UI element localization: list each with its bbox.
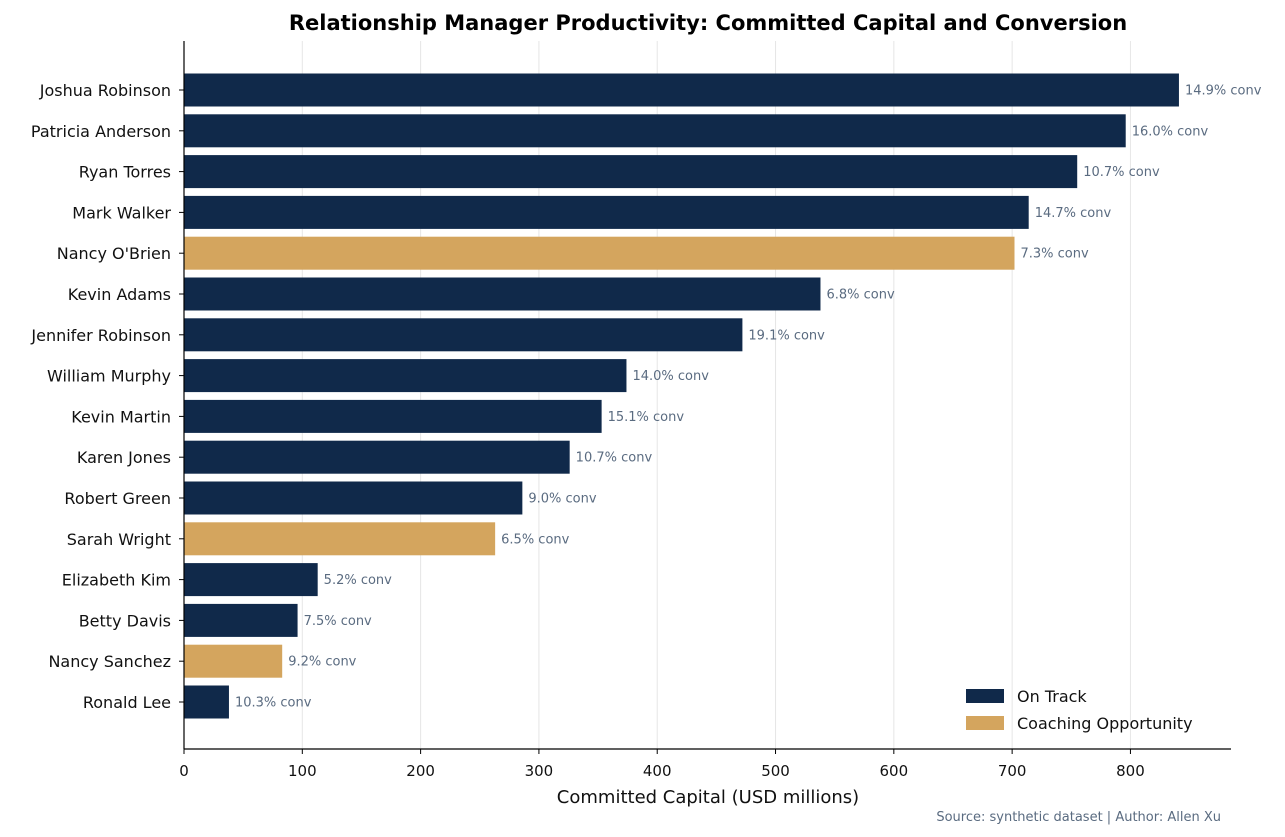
x-tick-label: 400	[643, 762, 672, 780]
category-label: Karen Jones	[77, 448, 171, 467]
bar-data-label: 9.0% conv	[528, 492, 596, 507]
category-label: William Murphy	[47, 367, 171, 386]
category-label: Joshua Robinson	[39, 81, 171, 100]
bar-sarah-wright	[184, 522, 496, 556]
bars	[184, 73, 1179, 719]
bar-data-label: 6.8% conv	[826, 288, 894, 303]
category-label: Elizabeth Kim	[62, 571, 171, 590]
x-tick-label: 200	[406, 762, 435, 780]
bar-data-label: 15.1% conv	[608, 410, 685, 425]
legend-label: Coaching Opportunity	[1017, 714, 1193, 733]
bar-data-label: 14.0% conv	[632, 369, 709, 384]
bar-jennifer-robinson	[184, 318, 743, 352]
bar-data-label: 7.3% conv	[1021, 247, 1089, 262]
source-note: Source: synthetic dataset | Author: Alle…	[936, 810, 1221, 825]
category-label: Sarah Wright	[67, 530, 171, 549]
axes	[183, 41, 1231, 750]
category-label: Nancy O'Brien	[57, 244, 171, 263]
bar-data-label: 6.5% conv	[501, 532, 569, 547]
bar-joshua-robinson	[184, 73, 1179, 107]
bar-kevin-adams	[184, 277, 821, 311]
bar-data-label: 10.7% conv	[576, 451, 653, 466]
x-tick-label: 500	[761, 762, 790, 780]
category-label: Kevin Adams	[68, 285, 171, 304]
x-axis-title: Committed Capital (USD millions)	[557, 787, 859, 808]
category-labels: Joshua Robinson Patricia Anderson Ryan Tor…	[30, 81, 184, 712]
bar-william-murphy	[184, 359, 627, 393]
data-labels: 14.9% conv 16.0% conv 10.7% conv 14.7% conv…	[235, 84, 1262, 711]
bar-nancy-sanchez	[184, 644, 283, 678]
category-label: Robert Green	[64, 489, 171, 508]
bar-ronald-lee	[184, 685, 229, 719]
bar-mark-walker	[184, 195, 1029, 229]
category-label: Betty Davis	[79, 611, 171, 630]
legend-swatch	[966, 689, 1004, 703]
bar-elizabeth-kim	[184, 563, 318, 597]
x-tick-label: 100	[288, 762, 317, 780]
legend: On Track Coaching Opportunity	[966, 687, 1193, 733]
category-label: Jennifer Robinson	[30, 326, 171, 345]
bar-data-label: 16.0% conv	[1132, 124, 1209, 139]
x-tick-label: 700	[998, 762, 1027, 780]
category-label: Patricia Anderson	[31, 122, 171, 141]
category-label: Ryan Torres	[79, 163, 171, 182]
bar-karen-jones	[184, 440, 570, 474]
category-label: Ronald Lee	[83, 693, 171, 712]
bar-nancy-o-brien	[184, 236, 1015, 270]
bar-data-label: 14.7% conv	[1035, 206, 1112, 221]
bar-patricia-anderson	[184, 114, 1126, 148]
category-label: Nancy Sanchez	[48, 652, 171, 671]
x-ticks: 0 100 200 300 400 500 600 700 800	[179, 749, 1145, 780]
bar-ryan-torres	[184, 155, 1078, 189]
x-tick-label: 300	[525, 762, 554, 780]
bar-kevin-martin	[184, 399, 602, 433]
chart-title: Relationship Manager Productivity: Commi…	[289, 11, 1127, 35]
x-tick-label: 600	[880, 762, 909, 780]
x-tick-label: 0	[179, 762, 189, 780]
x-tick-label: 800	[1116, 762, 1145, 780]
legend-label: On Track	[1017, 687, 1087, 706]
bar-betty-davis	[184, 603, 298, 637]
legend-swatch	[966, 716, 1004, 730]
category-label: Mark Walker	[72, 203, 171, 222]
bar-data-label: 5.2% conv	[324, 573, 392, 588]
category-label: Kevin Martin	[71, 407, 171, 426]
bar-data-label: 10.7% conv	[1083, 165, 1160, 180]
bar-data-label: 7.5% conv	[304, 614, 372, 629]
bar-data-label: 9.2% conv	[288, 655, 356, 670]
bar-robert-green	[184, 481, 523, 515]
bar-data-label: 19.1% conv	[748, 328, 825, 343]
bar-data-label: 14.9% conv	[1185, 84, 1262, 99]
bar-data-label: 10.3% conv	[235, 696, 312, 711]
